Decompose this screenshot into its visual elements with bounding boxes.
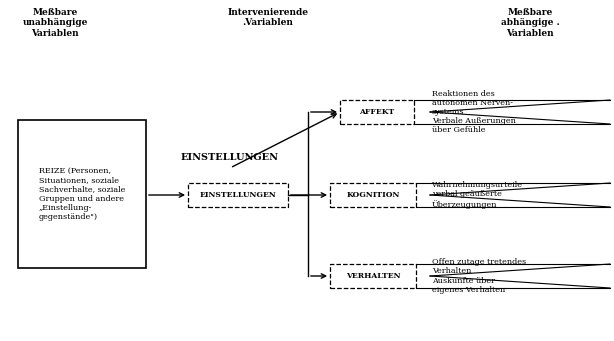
Text: Wahrnehmungsurteile
verbal geäußerte
Überzeugungen: Wahrnehmungsurteile verbal geäußerte Übe… [432, 181, 523, 209]
Text: KOGNITION: KOGNITION [346, 191, 400, 199]
FancyBboxPatch shape [188, 183, 288, 207]
FancyBboxPatch shape [330, 264, 416, 288]
Text: REIZE (Personen,
Situationen, soziale
Sachverhalte, soziale
Gruppen und andere
„: REIZE (Personen, Situationen, soziale Sa… [39, 167, 125, 221]
Text: VERHALTEN: VERHALTEN [346, 272, 400, 280]
Text: EINSTELLUNGEN: EINSTELLUNGEN [181, 153, 279, 163]
Text: Intervenierende
.Variablen: Intervenierende .Variablen [228, 8, 308, 27]
Text: Meßbare
unabhängige
Variablen: Meßbare unabhängige Variablen [22, 8, 88, 38]
Text: EINSTELLUNGEN: EINSTELLUNGEN [200, 191, 276, 199]
FancyBboxPatch shape [18, 120, 146, 268]
Text: Meßbare
abhängige .
Variablen: Meßbare abhängige . Variablen [500, 8, 559, 38]
FancyBboxPatch shape [340, 100, 414, 124]
Text: Reaktionen des
autonomen Nerven-
systems
Verbale Außerungen
über Gefühle: Reaktionen des autonomen Nerven- systems… [432, 90, 516, 134]
Text: Offen zutage tretendes
Verhalten
Auskünfte über
eigenes Verhalten: Offen zutage tretendes Verhalten Auskünf… [432, 258, 526, 294]
FancyBboxPatch shape [330, 183, 416, 207]
Text: AFFEKT: AFFEKT [359, 108, 395, 116]
